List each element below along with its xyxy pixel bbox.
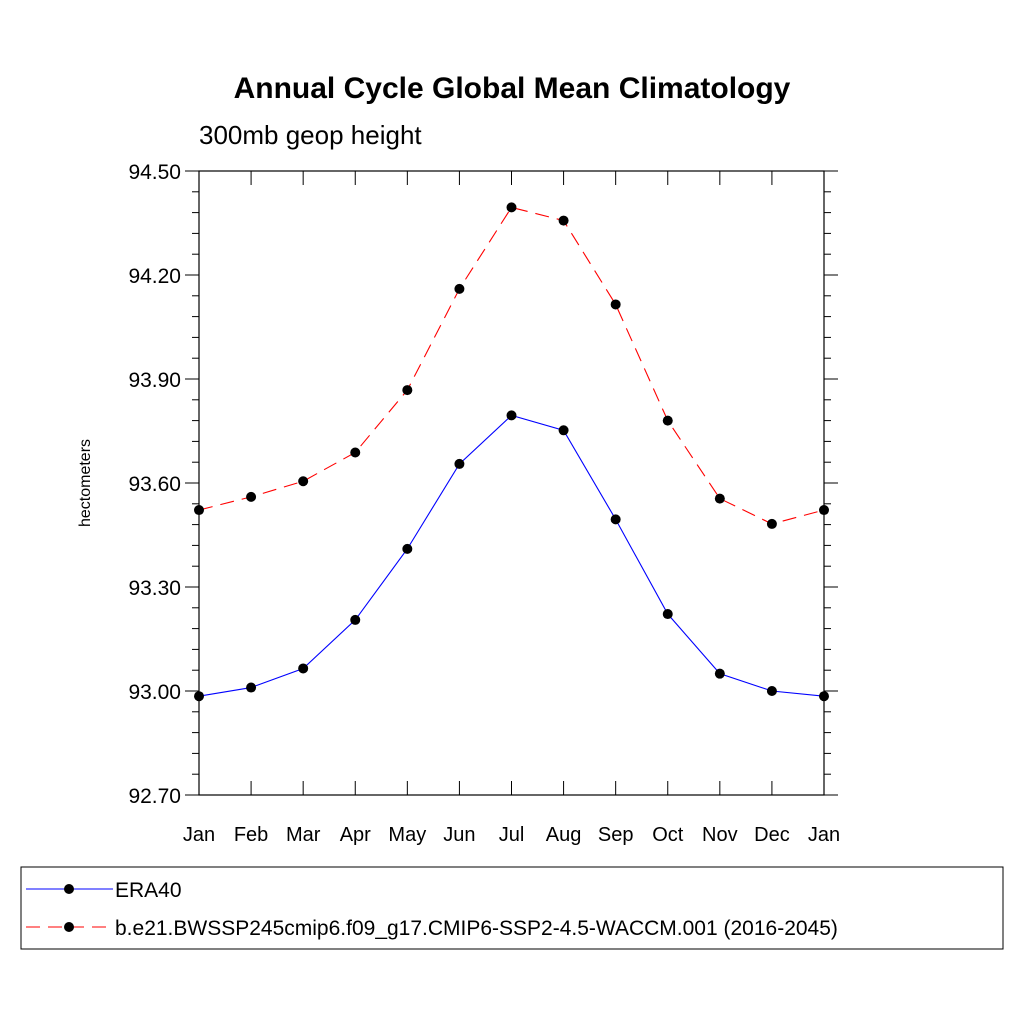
- data-point: [714, 493, 725, 504]
- axis-ticks: Jan Feb Mar Apr May Jun Jul Aug Sep Oct Nov Dec Jan9…: [128, 161, 840, 846]
- y-tick-label: 94.20: [128, 265, 181, 288]
- data-point: [454, 283, 465, 294]
- y-tick-label: 92.70: [128, 785, 181, 808]
- data-point: [610, 514, 621, 525]
- x-tick-label: Dec: [754, 824, 790, 846]
- data-point: [298, 663, 309, 674]
- data-point: [350, 447, 361, 458]
- data-point: [194, 505, 204, 516]
- x-tick-label: Jan: [808, 824, 840, 846]
- data-point: [350, 614, 361, 625]
- x-tick-label: Mar: [286, 824, 321, 846]
- data-point: [402, 385, 413, 396]
- data-point: [246, 491, 257, 502]
- x-tick-label: Apr: [340, 824, 371, 846]
- data-point: [819, 691, 829, 702]
- data-point: [662, 415, 673, 426]
- data-point: [246, 682, 257, 693]
- y-tick-label: 94.50: [128, 161, 181, 184]
- x-tick-label: Sep: [598, 824, 634, 846]
- x-tick-label: Oct: [652, 824, 684, 846]
- data-point: [662, 609, 673, 620]
- legend-box: [20, 866, 1004, 950]
- y-tick-label: 93.30: [128, 577, 181, 600]
- data-point: [766, 686, 777, 696]
- x-tick-label: Jul: [499, 824, 525, 846]
- y-tick-label: 93.90: [128, 369, 181, 392]
- x-tick-label: Jan: [183, 824, 215, 846]
- data-point: [714, 668, 725, 679]
- legend: ERA40 b.e21.BWSSP245cmip6.f09_g17.CMIP6-S…: [26, 879, 838, 940]
- plot-frame: [198, 170, 825, 796]
- chart-subtitle: 300mb geop height: [199, 120, 422, 150]
- x-tick-label: Nov: [702, 824, 738, 846]
- data-point: [766, 518, 777, 529]
- data-point: [194, 691, 204, 702]
- data-point: [610, 299, 621, 310]
- legend-marker: [64, 922, 74, 932]
- legend-marker: [64, 884, 74, 894]
- data-point: [506, 410, 517, 421]
- data-point: [454, 458, 465, 469]
- chart-title: Annual Cycle Global Mean Climatology: [234, 72, 791, 105]
- legend-label: b.e21.BWSSP245cmip6.f09_g17.CMIP6-SSP2-4…: [115, 917, 838, 940]
- x-tick-label: Feb: [234, 824, 268, 846]
- data-point: [298, 476, 309, 487]
- data-point: [558, 425, 569, 436]
- series-line: [198, 414, 825, 697]
- x-tick-label: Jun: [443, 824, 475, 846]
- y-tick-label: 93.00: [128, 681, 181, 704]
- data-point: [402, 543, 413, 554]
- y-tick-label: 93.60: [128, 473, 181, 496]
- series-layer: [194, 202, 829, 702]
- data-point: [506, 202, 517, 213]
- data-point: [819, 505, 829, 516]
- series-line: [198, 206, 825, 525]
- x-tick-label: May: [388, 824, 426, 846]
- data-point: [558, 215, 569, 226]
- y-axis-title: hectometers: [77, 439, 94, 527]
- x-tick-label: Aug: [546, 824, 582, 846]
- legend-label: ERA40: [115, 879, 182, 902]
